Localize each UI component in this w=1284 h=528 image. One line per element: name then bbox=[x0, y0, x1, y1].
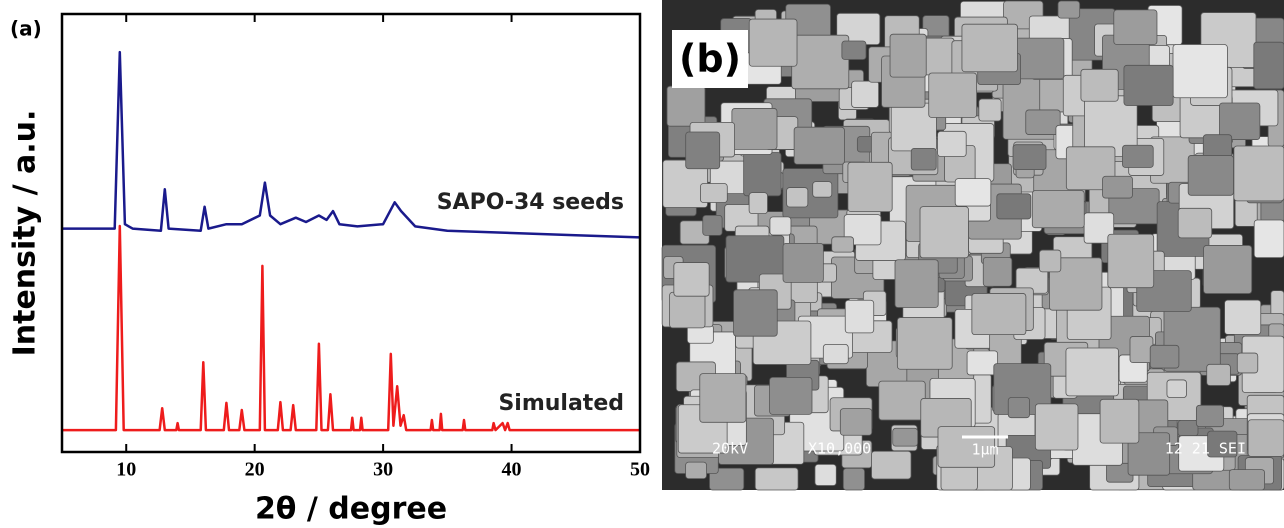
crystal bbox=[732, 108, 777, 149]
crystal bbox=[1237, 353, 1257, 373]
x-tick-label: 50 bbox=[630, 459, 650, 481]
crystal bbox=[840, 409, 872, 436]
crystal bbox=[1058, 1, 1080, 18]
crystal bbox=[845, 300, 873, 333]
crystal bbox=[1032, 191, 1084, 228]
crystal bbox=[787, 188, 808, 207]
crystal bbox=[674, 263, 709, 297]
figure: (a) 2θ / degree Intensity / a.u. (b) 20kV… bbox=[0, 0, 1284, 528]
crystal bbox=[972, 293, 1026, 334]
crystal bbox=[842, 41, 866, 59]
crystal bbox=[1066, 348, 1119, 396]
crystal bbox=[1122, 145, 1153, 167]
y-axis-label: Intensity / a.u. bbox=[8, 110, 43, 357]
crystal bbox=[843, 468, 864, 490]
crystal bbox=[1254, 42, 1284, 89]
x-axis-label: 2θ / degree bbox=[255, 492, 447, 527]
crystal bbox=[1013, 145, 1046, 170]
crystal bbox=[734, 290, 778, 336]
x-tick-label: 10 bbox=[116, 459, 136, 481]
crystal bbox=[1196, 405, 1223, 426]
crystal bbox=[1229, 470, 1264, 490]
crystal bbox=[1108, 234, 1154, 287]
crystal bbox=[1178, 420, 1198, 435]
crystal bbox=[1225, 300, 1261, 334]
crystal bbox=[1103, 176, 1133, 198]
crystal bbox=[1100, 399, 1139, 443]
crystal bbox=[962, 24, 1018, 72]
crystal bbox=[997, 194, 1031, 219]
crystal bbox=[1178, 208, 1212, 238]
crystal bbox=[832, 237, 854, 252]
crystal bbox=[815, 464, 836, 485]
crystal bbox=[967, 351, 998, 375]
crystal bbox=[1026, 110, 1060, 135]
crystal bbox=[823, 344, 848, 363]
series-label: SAPO-34 seeds bbox=[437, 190, 624, 215]
crystal bbox=[1188, 155, 1233, 195]
crystal bbox=[893, 428, 918, 446]
crystal bbox=[922, 38, 954, 75]
crystal bbox=[1234, 146, 1284, 201]
crystal bbox=[929, 73, 977, 117]
sem-scale: 1μm bbox=[971, 441, 998, 459]
crystal bbox=[813, 182, 832, 198]
crystal bbox=[686, 132, 720, 169]
crystal bbox=[1114, 10, 1157, 45]
crystal bbox=[783, 243, 823, 282]
crystal bbox=[897, 318, 952, 370]
crystal bbox=[1248, 420, 1284, 457]
crystal bbox=[1167, 380, 1187, 398]
crystal bbox=[755, 468, 798, 490]
sem-voltage: 20kV bbox=[712, 440, 748, 458]
crystal bbox=[770, 377, 812, 414]
series-label: Simulated bbox=[498, 391, 624, 416]
crystal bbox=[749, 19, 797, 66]
crystal bbox=[895, 260, 938, 308]
sem-image: (b) 20kV X10,000 1μm 12 21 SEI bbox=[662, 0, 1284, 490]
crystal bbox=[1254, 220, 1284, 258]
crystal bbox=[1039, 250, 1060, 272]
crystal bbox=[700, 374, 746, 423]
crystal bbox=[794, 127, 844, 164]
crystal bbox=[1081, 69, 1118, 101]
crystal bbox=[848, 162, 892, 211]
x-tick-label: 30 bbox=[373, 459, 393, 481]
crystal bbox=[879, 381, 925, 420]
crystal bbox=[686, 462, 707, 479]
crystal bbox=[979, 99, 1001, 121]
crystal bbox=[1207, 364, 1231, 385]
x-tick-label: 20 bbox=[245, 459, 265, 481]
x-tick-label: 40 bbox=[502, 459, 522, 481]
panel-label: (a) bbox=[10, 17, 42, 41]
crystal bbox=[911, 148, 936, 170]
crystal bbox=[667, 86, 705, 126]
crystal bbox=[955, 179, 991, 206]
crystal bbox=[1008, 397, 1029, 417]
crystal bbox=[1150, 345, 1179, 368]
crystal bbox=[872, 451, 912, 479]
crystal bbox=[920, 207, 968, 258]
crystal bbox=[1219, 103, 1259, 140]
crystal bbox=[1204, 245, 1252, 293]
crystal bbox=[890, 34, 926, 77]
crystal bbox=[770, 217, 791, 235]
sem-code: 12 21 SEI bbox=[1165, 440, 1246, 458]
sem-magnification: X10,000 bbox=[808, 440, 871, 458]
crystal bbox=[792, 35, 849, 89]
crystal bbox=[670, 292, 705, 328]
plot-frame bbox=[62, 14, 640, 452]
crystal bbox=[749, 193, 767, 214]
crystal bbox=[1124, 65, 1173, 105]
crystal bbox=[1173, 44, 1227, 97]
crystal bbox=[852, 81, 879, 107]
crystal bbox=[744, 153, 781, 196]
crystal bbox=[938, 131, 967, 156]
crystal bbox=[703, 215, 722, 235]
sem-label: (b) bbox=[679, 37, 741, 81]
crystal bbox=[1035, 404, 1078, 450]
crystal bbox=[1130, 336, 1153, 362]
crystal bbox=[983, 257, 1012, 286]
crystal bbox=[700, 183, 727, 202]
